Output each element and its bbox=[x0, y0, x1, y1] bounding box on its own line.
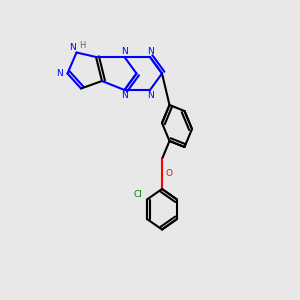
Text: N: N bbox=[121, 91, 128, 100]
Text: N: N bbox=[121, 47, 128, 56]
Text: O: O bbox=[165, 169, 172, 178]
Text: Cl: Cl bbox=[134, 190, 142, 199]
Text: N: N bbox=[147, 47, 153, 56]
Text: N: N bbox=[147, 91, 153, 100]
Text: N: N bbox=[69, 43, 75, 52]
Text: H: H bbox=[79, 40, 86, 50]
Text: N: N bbox=[56, 69, 62, 78]
